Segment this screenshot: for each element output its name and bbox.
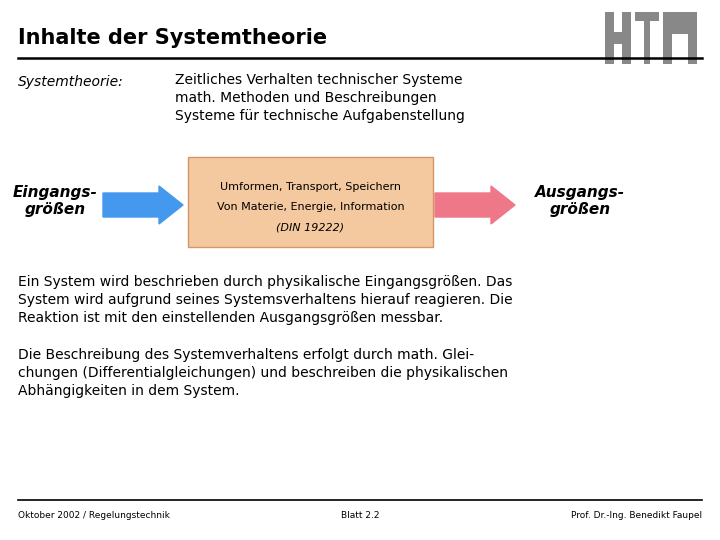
Bar bbox=[614, 32, 622, 44]
Text: Abhängigkeiten in dem System.: Abhängigkeiten in dem System. bbox=[18, 384, 240, 398]
Text: Zeitliches Verhalten technischer Systeme: Zeitliches Verhalten technischer Systeme bbox=[175, 73, 462, 87]
Text: Eingangs-
größen: Eingangs- größen bbox=[12, 185, 97, 217]
Text: Prof. Dr.-Ing. Benedikt Faupel: Prof. Dr.-Ing. Benedikt Faupel bbox=[571, 510, 702, 519]
Text: Von Materie, Energie, Information: Von Materie, Energie, Information bbox=[217, 202, 405, 212]
FancyArrow shape bbox=[103, 186, 183, 224]
FancyArrow shape bbox=[435, 186, 515, 224]
Text: Umformen, Transport, Speichern: Umformen, Transport, Speichern bbox=[220, 182, 401, 192]
Text: Die Beschreibung des Systemverhaltens erfolgt durch math. Glei-: Die Beschreibung des Systemverhaltens er… bbox=[18, 348, 474, 362]
Bar bbox=[672, 12, 680, 34]
Bar bbox=[622, 12, 631, 64]
Bar bbox=[688, 12, 697, 64]
Text: Ein System wird beschrieben durch physikalische Eingangsgrößen. Das: Ein System wird beschrieben durch physik… bbox=[18, 275, 513, 289]
Text: Blatt 2.2: Blatt 2.2 bbox=[341, 510, 379, 519]
FancyBboxPatch shape bbox=[188, 157, 433, 247]
Text: Systemtheorie:: Systemtheorie: bbox=[18, 75, 124, 89]
Text: Reaktion ist mit den einstellenden Ausgangsgrößen messbar.: Reaktion ist mit den einstellenden Ausga… bbox=[18, 311, 443, 325]
Text: Ausgangs-
größen: Ausgangs- größen bbox=[535, 185, 625, 217]
Text: (DIN 19222): (DIN 19222) bbox=[276, 222, 345, 232]
Bar bbox=[635, 12, 659, 21]
Bar bbox=[644, 21, 650, 64]
Text: Oktober 2002 / Regelungstechnik: Oktober 2002 / Regelungstechnik bbox=[18, 510, 170, 519]
Bar bbox=[663, 12, 672, 64]
Text: Inhalte der Systemtheorie: Inhalte der Systemtheorie bbox=[18, 28, 327, 48]
Bar bbox=[680, 12, 688, 34]
Text: math. Methoden und Beschreibungen: math. Methoden und Beschreibungen bbox=[175, 91, 436, 105]
Bar bbox=[605, 12, 614, 64]
Text: Systeme für technische Aufgabenstellung: Systeme für technische Aufgabenstellung bbox=[175, 109, 465, 123]
Text: chungen (Differentialgleichungen) und beschreiben die physikalischen: chungen (Differentialgleichungen) und be… bbox=[18, 366, 508, 380]
Text: System wird aufgrund seines Systemsverhaltens hierauf reagieren. Die: System wird aufgrund seines Systemsverha… bbox=[18, 293, 513, 307]
